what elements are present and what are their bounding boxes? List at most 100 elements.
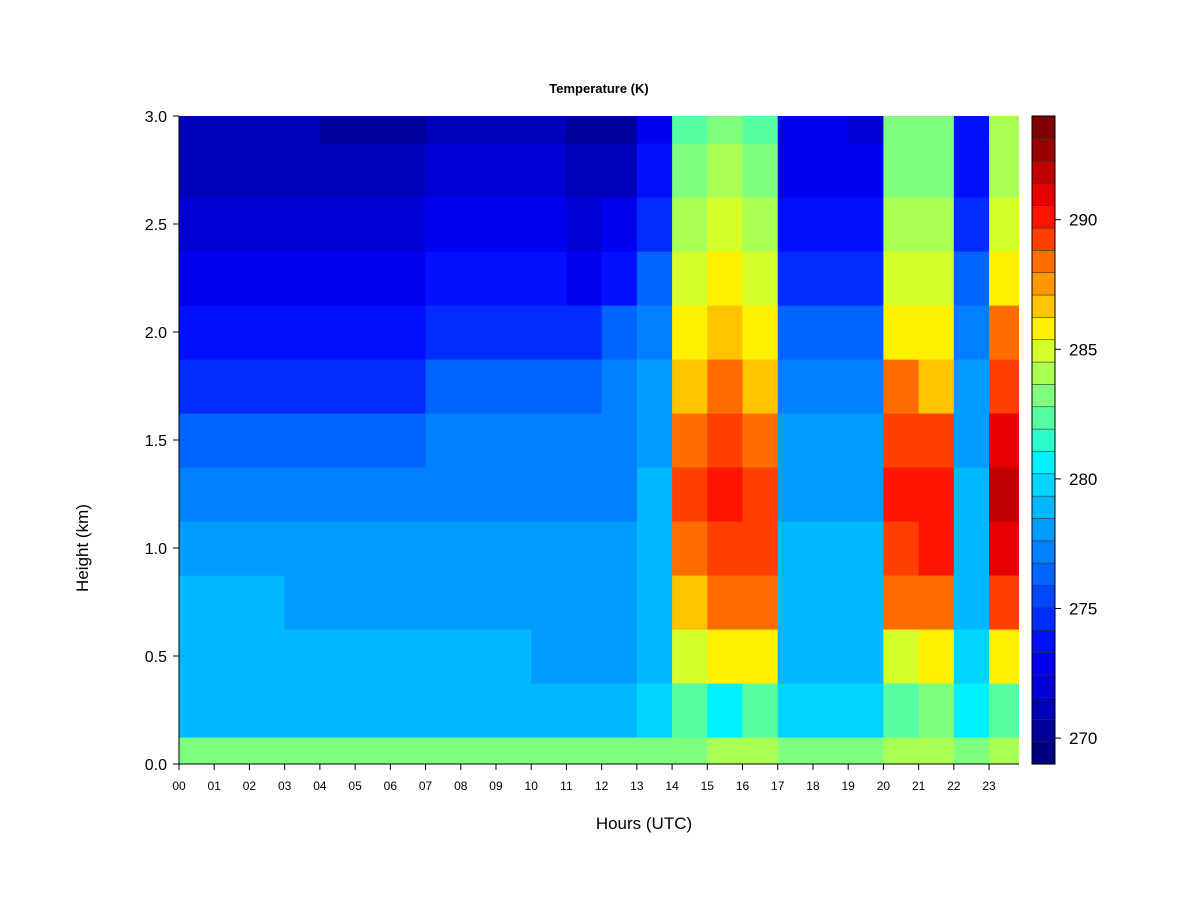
heatmap-cell [390,251,427,306]
heatmap-cell [214,359,251,414]
heatmap-cell [355,521,391,576]
heatmap-cell [812,359,849,414]
heatmap-cell [355,737,391,764]
colorbar-swatch [1031,719,1056,743]
x-tick-label: 09 [489,779,503,793]
y-tick-label: 3.0 [145,109,167,126]
heatmap-cell [495,251,532,306]
heatmap-cell [284,575,321,630]
heatmap-cell [812,629,849,684]
heatmap-cell [601,413,638,468]
chart-title: Temperature (K) [549,81,648,96]
heatmap-cell [636,359,673,414]
heatmap-cell [249,629,286,684]
heatmap-cell [284,467,321,522]
heatmap-cell [355,251,391,306]
heatmap-cell [742,575,779,630]
heatmap-cell [883,737,920,764]
heatmap-cell [566,413,603,468]
heatmap-cell [284,413,321,468]
y-tick-label: 1.0 [145,541,167,558]
heatmap-cell [883,521,920,576]
heatmap-cell [672,251,708,306]
heatmap-cell [390,683,427,738]
heatmap-cell [953,467,990,522]
heatmap-cell [284,197,321,252]
heatmap-cell [249,305,286,360]
heatmap-cell [460,683,497,738]
heatmap-cell [355,683,391,738]
colorbar-swatch [1031,674,1056,698]
heatmap-cell [672,629,708,684]
heatmap-cell [883,575,920,630]
heatmap-cell [460,116,497,144]
x-axis: 00 01 02 03 04 05 06 07 08 09 10 11 12 13 14 15 16 17 18 19… [172,763,1019,793]
heatmap-cell [989,116,1019,144]
heatmap-cell [848,413,884,468]
heatmap-cell [355,467,391,522]
heatmap-cell [179,197,215,252]
heatmap-cell [848,251,884,306]
colorbar-swatch [1031,294,1056,318]
heatmap-cell [707,413,744,468]
heatmap-cell [812,143,849,198]
colorbar-swatch [1031,339,1056,363]
heatmap-cell [742,197,779,252]
heatmap-cell [636,575,673,630]
heatmap-cell [636,467,673,522]
heatmap-cell [777,305,814,360]
heatmap-cell [249,251,286,306]
colorbar-swatch [1031,428,1056,452]
heatmap-cell [179,305,215,360]
heatmap-cell [249,359,286,414]
heatmap-cell [319,197,356,252]
heatmap-cell [566,683,603,738]
heatmap-cell [566,575,603,630]
heatmap-cell [848,143,884,198]
heatmap-cell [531,737,568,764]
heatmap-cell [848,521,884,576]
heatmap-cell [425,683,462,738]
heatmap-cell [319,305,356,360]
heatmap-cell [883,467,920,522]
heatmap-cell [460,737,497,764]
heatmap-cell [566,305,603,360]
heatmap-cell [460,575,497,630]
heatmap-cell [636,251,673,306]
heatmap-cell [953,737,990,764]
heatmap-cell [989,305,1019,360]
heatmap-cell [918,143,955,198]
heatmap-cell [495,575,532,630]
x-tick-label: 00 [172,779,186,793]
heatmap-cell [707,251,744,306]
heatmap-cell [284,359,321,414]
heatmap-cell [777,251,814,306]
x-tick-label: 20 [877,779,891,793]
heatmap-cell [636,737,673,764]
colorbar-tick-label: 285 [1069,340,1097,359]
heatmap-cell [179,467,215,522]
heatmap-cell [566,629,603,684]
colorbar-swatch [1031,607,1056,631]
heatmap-cell [249,197,286,252]
heatmap-cell [566,359,603,414]
x-tick-label: 19 [842,779,856,793]
heatmap-cell [989,251,1019,306]
colorbar-swatch [1031,406,1056,430]
heatmap-cell [531,521,568,576]
heatmap-cell [953,116,990,144]
heatmap-cell [319,737,356,764]
colorbar-swatch [1031,249,1056,274]
heatmap-cell [918,359,955,414]
heatmap-cell [425,116,462,144]
heatmap-cell [777,737,814,764]
heatmap-cell [495,305,532,360]
heatmap-cell [390,359,427,414]
heatmap-cell [214,521,251,576]
heatmap-cell [953,683,990,738]
heatmap-cell [214,116,251,144]
heatmap-cell [672,305,708,360]
x-tick-label: 03 [278,779,292,793]
heatmap-cell [249,737,286,764]
heatmap-cell [848,359,884,414]
